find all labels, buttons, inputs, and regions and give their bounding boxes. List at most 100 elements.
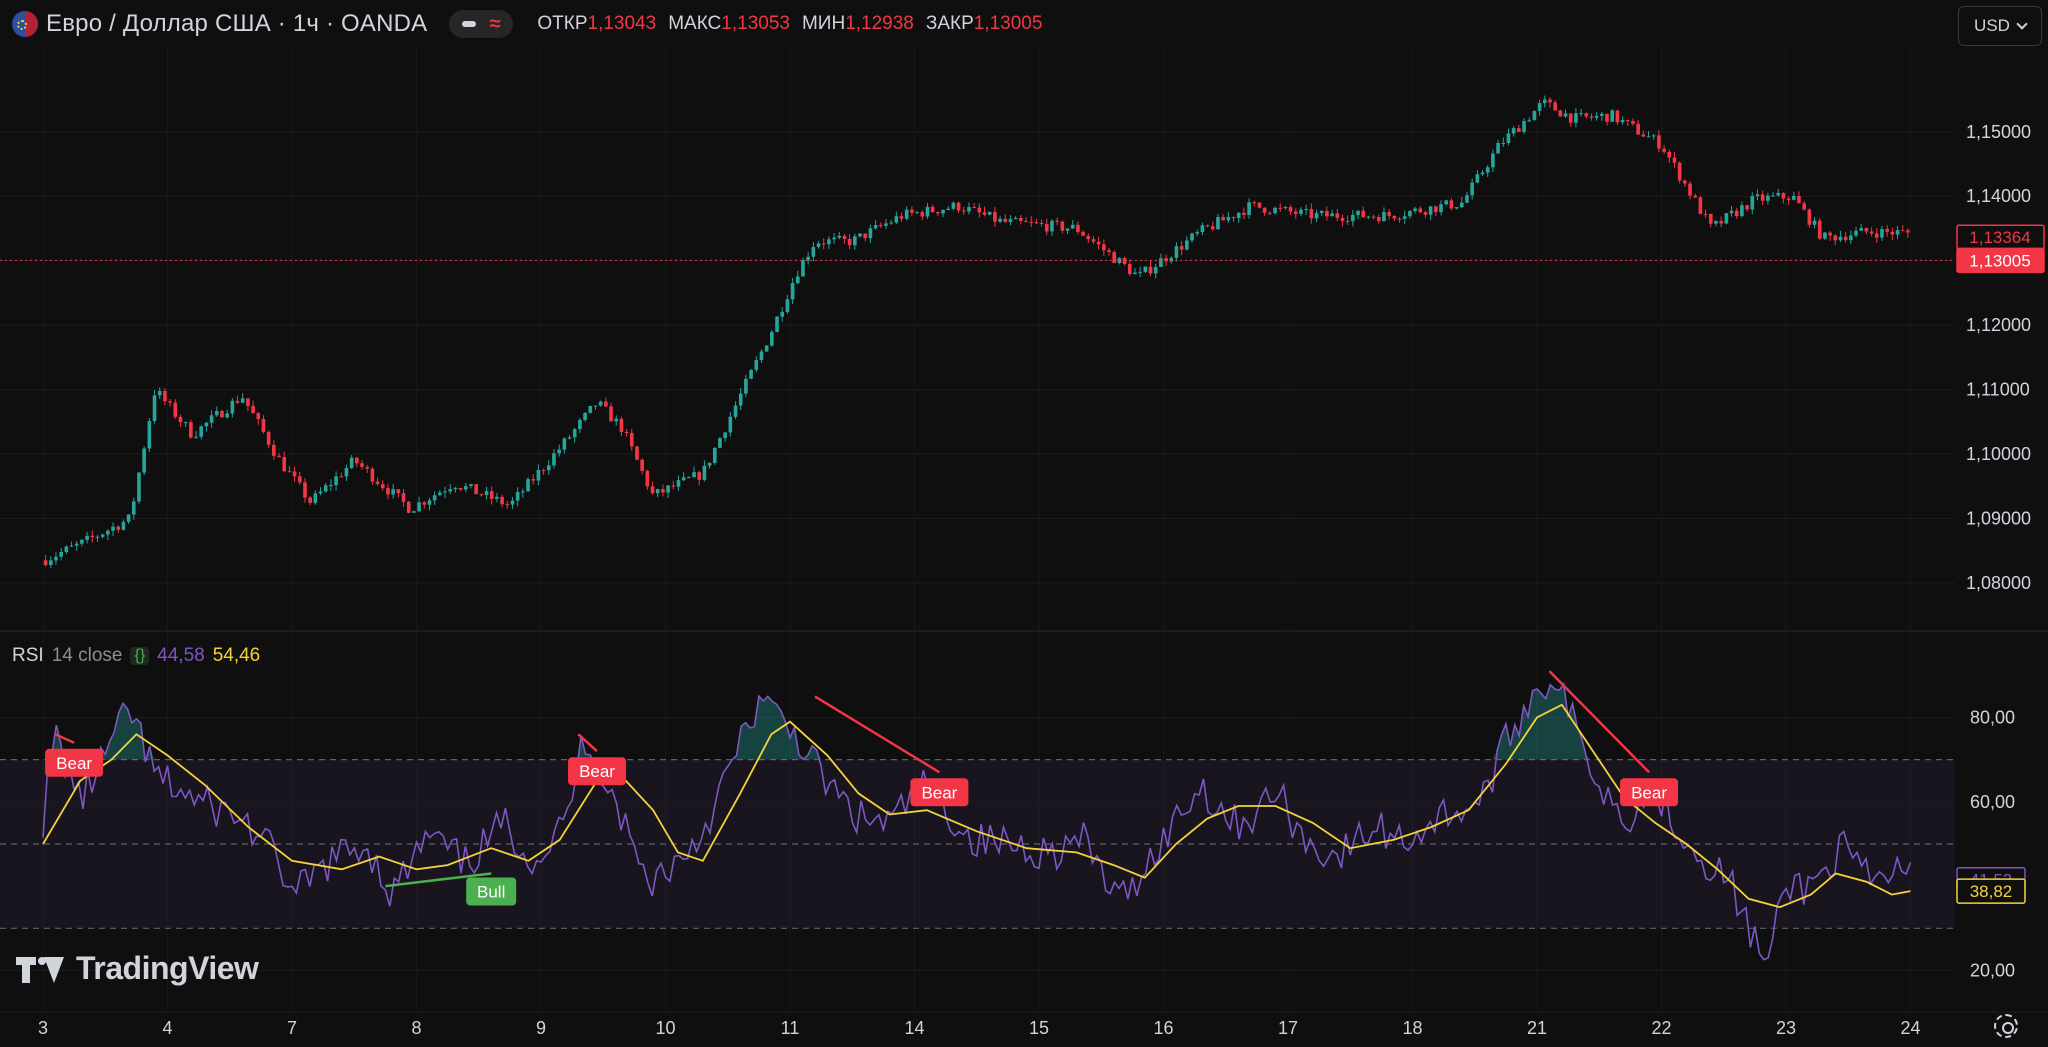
candle-body — [521, 491, 525, 493]
candle-body — [458, 488, 463, 490]
settings-icon[interactable] — [1994, 1014, 2018, 1038]
candle-body — [95, 536, 100, 538]
line-mode-icon[interactable] — [462, 21, 477, 27]
candle-body — [1257, 202, 1262, 208]
candle-body — [1179, 246, 1184, 250]
rsi-params: 14 close — [51, 645, 123, 666]
candle-body — [1340, 217, 1345, 221]
candle-body — [728, 416, 733, 433]
candle-body — [1029, 221, 1034, 223]
tradingview-logo-icon — [16, 955, 66, 983]
candle-body — [1828, 232, 1832, 236]
chart-mode-toggle[interactable]: ≈ — [449, 10, 514, 38]
candle-body — [406, 501, 411, 513]
candle-body — [225, 413, 229, 418]
candle-body — [1164, 258, 1168, 262]
candle-body — [1750, 196, 1755, 210]
candle-body — [1122, 257, 1127, 264]
candle-body — [131, 501, 136, 515]
currency-button[interactable]: USD — [1958, 6, 2042, 46]
candle-body — [1293, 211, 1298, 214]
price-pane[interactable] — [0, 48, 1955, 1010]
candle-body — [1345, 220, 1350, 222]
candle-body — [1418, 208, 1423, 213]
candle-body — [168, 401, 172, 403]
candle-body — [847, 238, 852, 246]
candle-body — [1703, 213, 1708, 215]
bull-label-text: Bull — [477, 882, 505, 901]
bear-divergence-label[interactable]: Bear — [45, 748, 104, 777]
candle-body — [987, 211, 992, 215]
rsi-overbought-fill — [43, 684, 1911, 760]
candle-body — [541, 469, 546, 471]
last-price-badge — [1956, 247, 2045, 274]
candle-body — [1283, 207, 1288, 209]
candle-body — [1574, 113, 1578, 123]
bear-divergence-label[interactable]: Bear — [568, 757, 627, 786]
candle-body — [1117, 257, 1122, 264]
candle-body — [1024, 220, 1028, 222]
candle-body — [152, 395, 157, 422]
ohlc-values: ОТКР 1,13043 МАКС 1,13053 МИН 1,12938 ЗАКР 1… — [525, 13, 1042, 35]
rsi-tick-label: 60,00 — [1970, 792, 2015, 812]
candle-body — [1812, 220, 1817, 225]
candle-body — [261, 419, 266, 432]
candle-body — [790, 283, 795, 300]
candle-body — [972, 206, 976, 208]
candle-body — [1698, 197, 1703, 214]
rsi-legend[interactable]: RSI 14 close {} 44,58 54,46 — [12, 645, 260, 667]
candle-body — [1231, 216, 1236, 219]
candle-body — [240, 398, 245, 403]
candle-body — [884, 223, 888, 226]
candle-body — [1153, 266, 1158, 274]
candle-body — [1247, 202, 1251, 215]
candle-body — [697, 472, 702, 480]
bear-divergence-label[interactable]: Bear — [1620, 778, 1679, 807]
rsi-value: 44,58 — [157, 645, 205, 666]
candle-body — [189, 422, 193, 438]
candle-body — [661, 489, 665, 493]
ohlc-open: ОТКР 1,13043 — [537, 13, 657, 34]
candle-body — [48, 560, 53, 566]
candle-body — [785, 299, 790, 312]
candle-body — [956, 202, 961, 211]
time-tick-label: 24 — [1900, 1018, 1920, 1038]
symbol-title[interactable]: Евро / Доллар США · 1ч · OANDA — [46, 10, 428, 37]
candle-body — [111, 526, 115, 531]
candle-body — [1465, 195, 1469, 203]
candle-body — [1558, 110, 1563, 117]
candle-body — [572, 429, 577, 438]
candle-body — [277, 455, 281, 458]
bull-divergence-label[interactable]: Bull — [466, 877, 517, 906]
candle-body — [344, 467, 349, 477]
candle-body — [645, 470, 650, 487]
candle-body — [619, 418, 624, 432]
candle-body — [666, 485, 670, 493]
candle-body — [1392, 215, 1397, 219]
candle-body — [1335, 213, 1340, 218]
candle-body — [137, 472, 141, 502]
bear-label-text: Bear — [921, 783, 957, 802]
rsi-pane[interactable]: Bear Bull Bear Bear Bear — [0, 670, 1955, 971]
candle-body — [1734, 210, 1739, 217]
candle-body — [1299, 209, 1303, 214]
bear-divergence-line — [814, 695, 941, 774]
bear-divergence-label[interactable]: Bear — [910, 778, 969, 807]
time-tick-label: 16 — [1153, 1018, 1173, 1038]
wave-mode-icon[interactable]: ≈ — [489, 13, 501, 35]
candle-body — [946, 208, 951, 210]
candle-body — [1148, 266, 1153, 274]
candle-body — [1309, 209, 1314, 219]
candle-body — [899, 216, 904, 219]
candle-body — [1729, 210, 1734, 214]
time-tick-label: 14 — [904, 1018, 924, 1038]
source-code-icon[interactable]: {} — [130, 647, 150, 665]
bear-divergence-line — [577, 733, 598, 753]
candle-body — [1843, 236, 1848, 241]
rsi-ma-value: 54,46 — [212, 645, 261, 666]
candle-body — [1657, 135, 1661, 149]
candle-body — [1511, 128, 1516, 134]
candle-body — [266, 431, 271, 445]
candle-body — [1330, 213, 1334, 217]
